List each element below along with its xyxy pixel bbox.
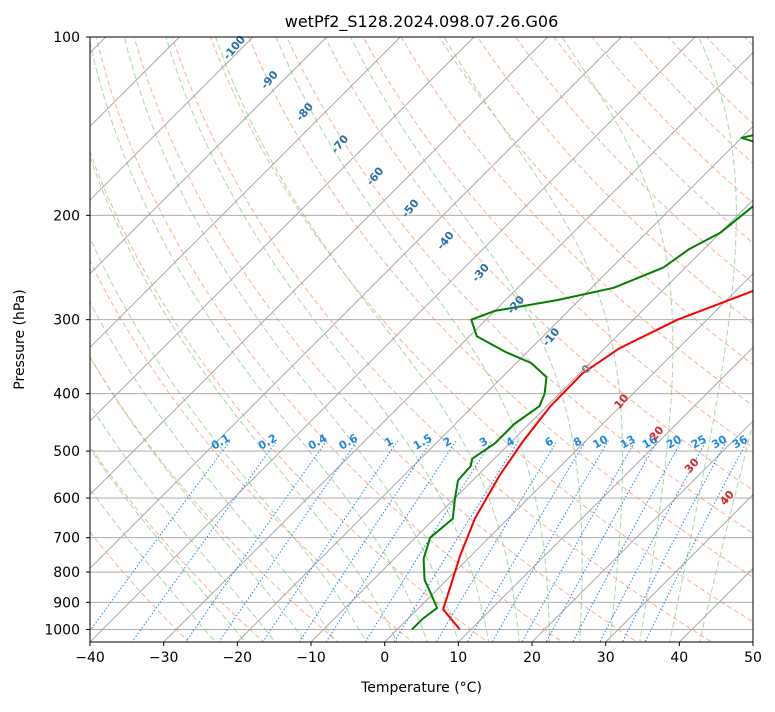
y-tick-label: 500 (53, 444, 80, 460)
isotherm-line (90, 37, 548, 496)
mixing-ratio-line (466, 440, 587, 642)
profile-series (411, 134, 753, 631)
x-tick-label: −20 (223, 650, 253, 666)
dry-adiabat-line (553, 37, 753, 244)
y-tick-label: 600 (53, 491, 80, 507)
dry-adiabats (90, 37, 753, 642)
x-tick-label: −40 (75, 650, 105, 666)
isotherm-line (90, 37, 622, 569)
dry-adiabat-line (438, 37, 753, 366)
x-axis-title: Temperature (°C) (360, 680, 482, 696)
mixing-ratio-line (298, 440, 432, 642)
isotherm-line (90, 37, 327, 275)
dry-adiabat-line (515, 37, 753, 284)
mixing-ratio-line (325, 440, 457, 642)
dry-adiabat-line (209, 37, 753, 623)
y-tick-label: 800 (53, 565, 80, 581)
y-tick-label: 100 (53, 30, 80, 46)
y-axis-title: Pressure (hPa) (12, 289, 28, 389)
x-tick-label: −30 (149, 650, 179, 666)
moist-adiabat-line (669, 37, 737, 642)
dry-adiabat-line (324, 37, 753, 491)
dry-adiabat-line (90, 150, 489, 642)
isobars (90, 37, 753, 630)
isotherm-line (310, 199, 753, 642)
mixing-ratio-line (644, 440, 748, 642)
temperature-line (442, 289, 753, 631)
isotherm-line (605, 494, 753, 642)
dry-adiabat-line (400, 37, 753, 407)
dry-adiabat-line (362, 37, 753, 449)
mixing-ratio-line (491, 440, 609, 642)
axes: −40 −30 −20 −10 0 10 20 30 40 50 100 200 300 400 500 60… (44, 30, 762, 666)
y-tick-label: 400 (53, 387, 80, 403)
mixing-ratio-line (521, 440, 637, 642)
mixing-ratio-line (218, 440, 358, 642)
y-tick-label: 900 (53, 595, 80, 611)
x-tick-label: 40 (670, 650, 688, 666)
x-tick-label: 30 (597, 650, 615, 666)
isotherm-line (90, 37, 254, 201)
isotherm-line (163, 52, 753, 642)
dry-adiabat-line (171, 37, 713, 642)
y-tick-label: 200 (53, 208, 80, 224)
dry-adiabat-line (95, 37, 564, 642)
isotherm-line (384, 273, 753, 642)
dry-adiabat-line (286, 37, 753, 534)
mixing-ratio-line (262, 440, 399, 642)
mixing-ratio-line (599, 440, 707, 642)
dry-adiabat-line (591, 37, 753, 204)
dry-adiabat-line (476, 37, 753, 325)
y-tick-label: 300 (53, 313, 80, 329)
x-tick-label: 0 (380, 650, 389, 666)
mixing-ratio-line (435, 440, 558, 642)
mixing-ratio-lines (90, 440, 748, 642)
y-tick-label: 700 (53, 531, 80, 547)
mixing-ratio-line (90, 440, 231, 632)
chart-title: wetPf2_S128.2024.098.07.26.G06 (285, 12, 559, 32)
isotherm-line (90, 37, 696, 642)
mixing-ratio-line (621, 440, 728, 642)
x-tick-label: 50 (744, 650, 762, 666)
isotherm-line (531, 420, 753, 642)
mixing-ratio-line (185, 440, 328, 642)
x-tick-label: 10 (449, 650, 467, 666)
y-tick-label: 1000 (44, 622, 80, 638)
isotherm-line (90, 37, 475, 422)
dry-adiabat-line (248, 37, 753, 578)
plot-area (90, 37, 753, 642)
isotherm-line (90, 37, 401, 348)
x-tick-label: −10 (296, 650, 326, 666)
moist-adiabat-line (90, 301, 337, 642)
dry-adiabat-line (90, 259, 414, 642)
dry-adiabat-line (133, 37, 638, 642)
x-tick-label: 20 (523, 650, 541, 666)
isotherm-line (458, 346, 753, 642)
isotherms (90, 37, 753, 642)
dry-adiabat-line (90, 356, 339, 642)
plot-frame (89, 36, 754, 643)
dewpoint-line (411, 134, 753, 631)
moist-adiabat-line (215, 37, 520, 642)
